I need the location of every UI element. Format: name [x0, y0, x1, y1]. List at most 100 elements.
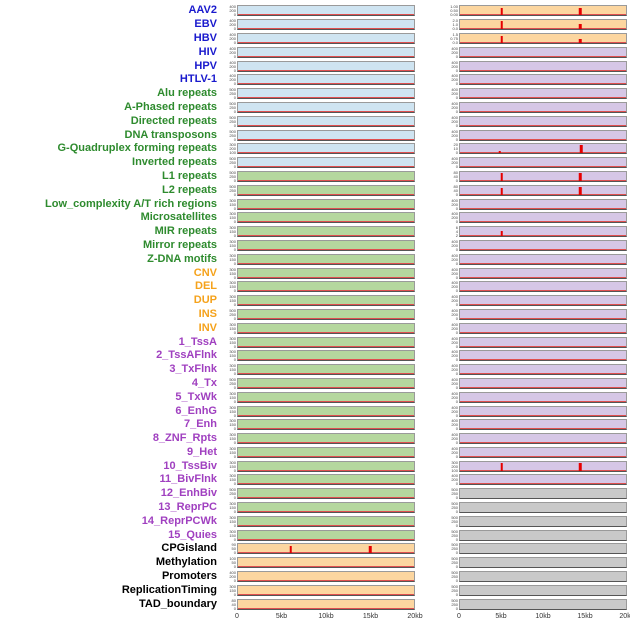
plot-panel — [237, 239, 415, 251]
signal-baseline — [238, 593, 414, 595]
y-axis-ticks: 500 250 0 — [444, 571, 459, 582]
y-tick-label: 150 — [229, 505, 236, 511]
y-tick-label: 0 — [233, 522, 236, 527]
signal-spike — [289, 546, 293, 554]
y-tick-label: 400 — [229, 571, 236, 576]
track-row: 10_TssBiv 300 150 0 300 200 100 — [0, 459, 630, 473]
signal-baseline — [460, 442, 626, 444]
signal-baseline — [238, 262, 414, 264]
y-tick-label: 300 — [229, 502, 236, 507]
row-label: DNA transposons — [124, 128, 218, 141]
row-label: INV — [198, 321, 217, 334]
column-gap — [415, 383, 444, 384]
column-gap — [415, 342, 444, 343]
row-label: 13_ReprPC — [158, 501, 217, 514]
track-row: 13_ReprPC 300 150 0 500 250 0 — [0, 501, 630, 515]
signal-spike — [500, 231, 503, 237]
y-axis-ticks: 500 250 0 — [222, 88, 237, 99]
x-tick-label: 5kb — [275, 613, 288, 621]
y-tick-label: 300 — [229, 433, 236, 438]
track-row: DEL 300 150 0 400 200 0 — [0, 280, 630, 294]
y-tick-label: 1.5 — [452, 32, 458, 37]
signal-spike — [500, 463, 503, 471]
signal-baseline — [238, 179, 414, 181]
track-row: 12_EnhBiv 500 250 0 500 250 0 — [0, 487, 630, 501]
y-tick-label: 50 — [231, 546, 236, 552]
signal-baseline — [460, 400, 626, 402]
y-tick-label: 0 — [233, 315, 236, 320]
plot-panel — [237, 584, 415, 596]
column-gap — [415, 231, 444, 232]
y-axis-ticks: 400 200 0 — [444, 116, 459, 127]
y-tick-label: 250 — [229, 187, 236, 193]
signal-baseline — [460, 110, 626, 112]
y-tick-label: 500 — [229, 308, 236, 313]
y-tick-label: 10 — [453, 146, 458, 152]
y-tick-label: 150 — [229, 256, 236, 262]
y-tick-label: 4 — [455, 229, 458, 235]
track-row: HIV 400 200 0 400 200 0 — [0, 45, 630, 59]
y-tick-label: 0 — [455, 274, 458, 279]
signal-baseline — [460, 41, 626, 43]
y-axis-ticks: 300 150 0 — [222, 585, 237, 596]
signal-baseline — [238, 428, 414, 430]
y-axis-ticks: 500 250 0 — [222, 309, 237, 320]
y-tick-label: 0 — [233, 233, 236, 238]
signal-baseline — [460, 262, 626, 264]
plot-panel — [237, 226, 415, 238]
y-axis-ticks: 400 200 0 — [444, 268, 459, 279]
plot-panel — [237, 170, 415, 182]
y-axis-ticks: 500 250 0 — [222, 102, 237, 113]
y-axis-ticks: 400 200 0 — [222, 571, 237, 582]
y-axis-ticks: 300 150 0 — [222, 350, 237, 361]
row-label: 11_BivFlnk — [159, 473, 217, 486]
signal-spike — [579, 38, 582, 43]
y-tick-label: 300 — [229, 405, 236, 410]
signal-baseline — [460, 28, 626, 30]
y-tick-label: 400 — [451, 322, 458, 327]
y-tick-label: 400 — [451, 364, 458, 369]
signal-baseline — [238, 566, 414, 568]
y-tick-label: 20 — [453, 143, 458, 148]
plot-panel — [459, 350, 627, 362]
y-tick-label: 300 — [229, 460, 236, 465]
plot-panel — [459, 184, 627, 196]
y-tick-label: 0.00 — [450, 12, 458, 17]
plot-panel — [459, 502, 627, 514]
y-tick-label: 250 — [229, 132, 236, 138]
signal-baseline — [238, 331, 414, 333]
y-tick-label: 200 — [229, 35, 236, 41]
y-tick-label: 500 — [451, 543, 458, 548]
signal-baseline — [460, 179, 626, 181]
track-row: Low_complexity A/T rich regions 300 150 0 40… — [0, 197, 630, 211]
plot-panel — [459, 74, 627, 86]
y-axis-ticks: 400 200 0 — [222, 74, 237, 85]
y-tick-label: 0 — [455, 122, 458, 127]
y-tick-label: 200 — [451, 325, 458, 331]
y-tick-label: 150 — [229, 477, 236, 483]
y-tick-label: 400 — [229, 5, 236, 10]
signal-baseline — [238, 386, 414, 388]
plot-panel — [459, 377, 627, 389]
y-axis-ticks: 300 150 0 — [222, 433, 237, 444]
column-gap — [415, 424, 444, 425]
y-tick-label: 250 — [451, 601, 458, 607]
y-tick-label: 0 — [455, 81, 458, 86]
y-tick-label: 250 — [229, 380, 236, 386]
y-tick-label: 1.0 — [452, 22, 458, 28]
column-gap — [415, 397, 444, 398]
y-tick-label: 0 — [455, 536, 458, 541]
track-row: 7_Enh 300 150 0 400 200 0 — [0, 418, 630, 432]
plot-panel — [459, 446, 627, 458]
y-tick-label: 0.75 — [450, 35, 458, 41]
y-tick-label: 150 — [229, 353, 236, 359]
y-tick-label: 0 — [233, 108, 236, 113]
row-label: DUP — [193, 294, 217, 307]
signal-baseline — [238, 248, 414, 250]
y-tick-label: 0 — [233, 246, 236, 251]
y-tick-label: 400 — [451, 74, 458, 79]
signal-baseline — [460, 124, 626, 126]
track-row: L1 repeats 500 250 0 80 40 0 — [0, 170, 630, 184]
y-axis-ticks: 300 150 0 — [222, 392, 237, 403]
